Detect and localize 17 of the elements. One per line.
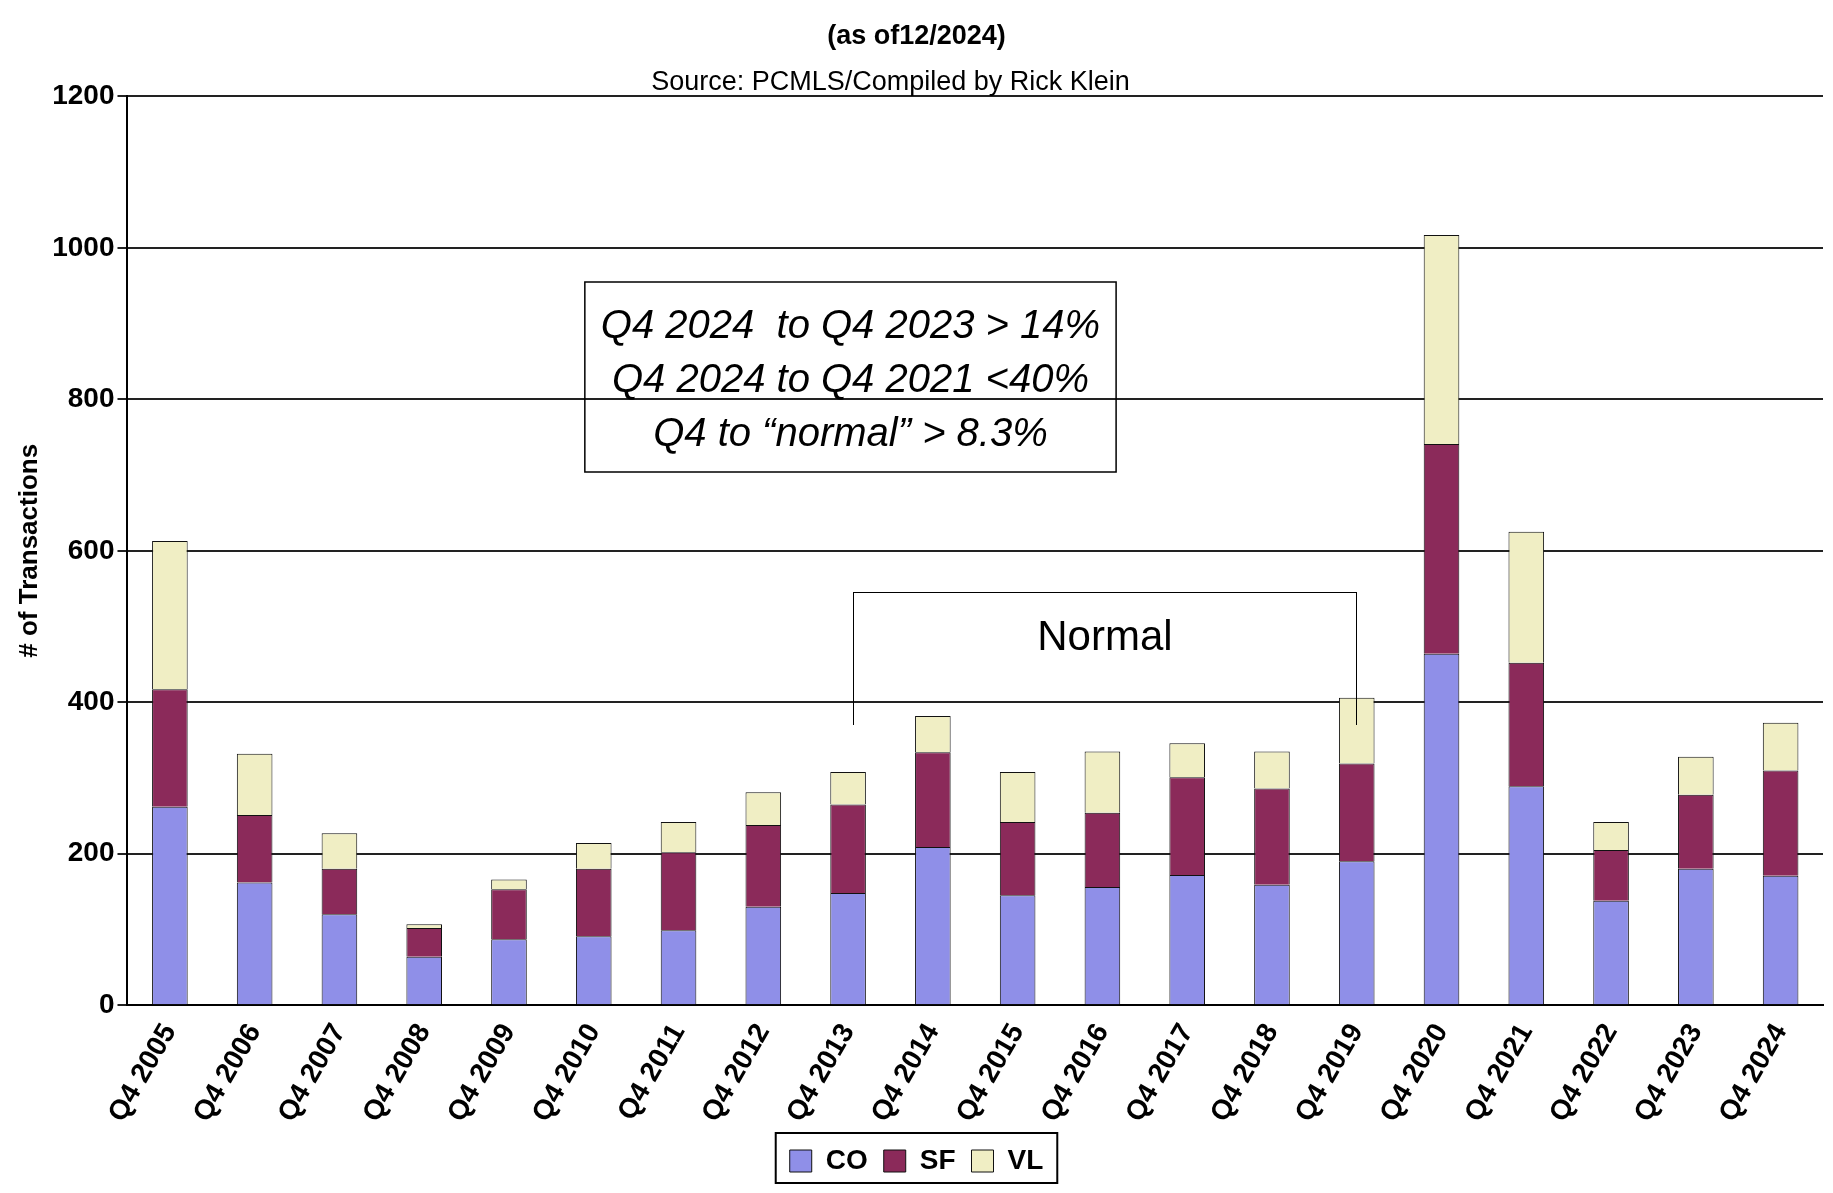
y-tick-label: 800 bbox=[67, 382, 115, 414]
y-tick-label: 1200 bbox=[52, 79, 115, 111]
chart-subtitle: (as of12/2024) bbox=[827, 19, 1006, 50]
y-axis-title: # of Transactions bbox=[12, 443, 43, 658]
source-note: Source: PCMLS/Compiled by Rick Klein bbox=[651, 65, 1130, 96]
legend-label: CO bbox=[825, 1143, 868, 1175]
annotation: Normal bbox=[1037, 612, 1173, 660]
y-tick-label: 0 bbox=[98, 987, 115, 1019]
y-tick-label: 1000 bbox=[52, 230, 115, 262]
legend-label: VL bbox=[1007, 1143, 1044, 1175]
annotation: Q4 2024 to Q4 2021 <40% bbox=[611, 356, 1089, 401]
y-tick-label: 400 bbox=[67, 684, 115, 716]
legend-label: SF bbox=[919, 1143, 956, 1175]
annotation: Q4 2024 to Q4 2023 > 14% bbox=[600, 302, 1101, 347]
annotation: Q4 to “normal” > 8.3% bbox=[653, 410, 1048, 455]
y-tick-label: 600 bbox=[67, 533, 115, 565]
y-tick-label: 200 bbox=[67, 836, 115, 868]
